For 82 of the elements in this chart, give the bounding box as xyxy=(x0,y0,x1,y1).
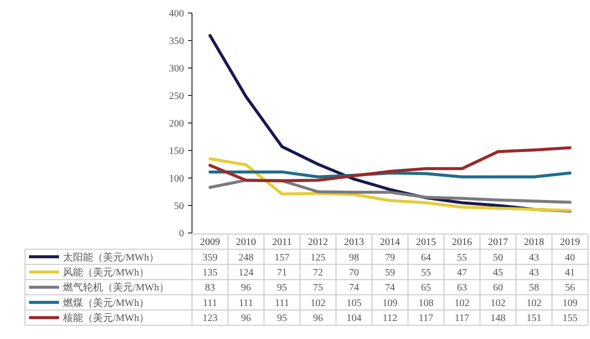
data-label: 56 xyxy=(565,282,575,294)
data-label: 43 xyxy=(529,268,539,278)
data-label: 72 xyxy=(313,268,323,278)
data-label: 95 xyxy=(277,282,287,294)
data-label: 79 xyxy=(385,252,395,264)
data-label: 43 xyxy=(529,252,539,264)
y-tick-label: 250 xyxy=(169,91,184,102)
data-label: 117 xyxy=(454,313,470,324)
data-label: 102 xyxy=(310,298,326,309)
data-label: 123 xyxy=(202,313,218,324)
data-label: 125 xyxy=(310,252,326,264)
line-series xyxy=(208,146,572,182)
data-label: 64 xyxy=(421,252,431,264)
data-label: 111 xyxy=(238,298,254,309)
data-label: 50 xyxy=(493,252,503,264)
x-tick-label: 2014 xyxy=(380,237,400,248)
x-tick-label: 2015 xyxy=(416,237,436,248)
data-label: 98 xyxy=(349,252,359,264)
data-label: 74 xyxy=(349,282,359,294)
legend-label: 风能（美元/MWh） xyxy=(63,266,150,278)
data-label: 135 xyxy=(202,268,218,278)
legend-label: 太阳能（美元/MWh） xyxy=(63,251,160,264)
x-tick-label: 2012 xyxy=(308,237,328,248)
data-label: 59 xyxy=(385,268,395,278)
data-label: 45 xyxy=(493,268,503,278)
x-tick-label: 2013 xyxy=(344,237,364,248)
legend-label: 燃气轮机（美元/MWh） xyxy=(63,282,170,294)
y-tick-label: 200 xyxy=(169,118,184,130)
y-tick-label: 50 xyxy=(174,201,184,212)
y-tick-label: 100 xyxy=(169,174,184,184)
data-label: 41 xyxy=(565,268,575,278)
x-tick-label: 2011 xyxy=(272,237,292,248)
data-label: 60 xyxy=(493,282,503,294)
data-label: 157 xyxy=(274,252,290,264)
x-tick-label: 2017 xyxy=(488,237,508,248)
data-label: 105 xyxy=(346,298,362,309)
data-label: 109 xyxy=(562,298,578,309)
data-label: 96 xyxy=(241,313,251,324)
x-tick-label: 2016 xyxy=(452,237,472,248)
data-label: 70 xyxy=(349,268,359,278)
data-label: 74 xyxy=(385,282,395,294)
data-label: 151 xyxy=(526,313,542,324)
data-label: 112 xyxy=(382,313,398,324)
x-tick-label: 2018 xyxy=(524,237,544,248)
data-label: 58 xyxy=(529,282,539,294)
x-tick-label: 2019 xyxy=(560,237,580,248)
data-label: 102 xyxy=(454,298,470,309)
data-label: 102 xyxy=(526,298,542,309)
data-label: 65 xyxy=(421,282,431,294)
data-label: 96 xyxy=(313,313,323,324)
data-label: 155 xyxy=(562,313,578,324)
data-label: 359 xyxy=(202,252,218,264)
data-label: 248 xyxy=(238,252,254,264)
data-label: 63 xyxy=(457,282,467,294)
x-tick-label: 2009 xyxy=(200,237,220,248)
data-label: 111 xyxy=(202,298,218,309)
data-label: 55 xyxy=(421,268,431,278)
legend-label: 核能（美元/MWh） xyxy=(62,312,150,324)
data-label: 104 xyxy=(346,313,362,324)
data-label: 109 xyxy=(382,298,398,309)
data-label: 124 xyxy=(238,268,254,278)
y-tick-label: 0 xyxy=(179,228,184,240)
line-series xyxy=(208,157,572,212)
data-label: 102 xyxy=(490,298,506,309)
data-label: 55 xyxy=(457,252,467,264)
data-label: 96 xyxy=(241,282,251,294)
data-label: 40 xyxy=(565,252,575,264)
data-label: 71 xyxy=(277,268,287,278)
data-label: 117 xyxy=(418,313,434,324)
y-tick-label: 150 xyxy=(169,146,184,157)
legend-label: 燃煤（美元/MWh） xyxy=(63,296,150,309)
y-tick-label: 300 xyxy=(169,64,184,74)
data-label: 148 xyxy=(490,313,506,324)
data-label: 111 xyxy=(274,298,290,309)
data-label: 108 xyxy=(418,298,434,309)
data-label: 75 xyxy=(313,282,323,294)
data-label: 83 xyxy=(205,282,215,294)
data-label: 95 xyxy=(277,313,287,324)
y-tick-label: 400 xyxy=(169,8,184,20)
y-tick-label: 350 xyxy=(169,36,184,47)
data-label: 47 xyxy=(457,268,467,278)
x-tick-label: 2010 xyxy=(236,237,256,248)
